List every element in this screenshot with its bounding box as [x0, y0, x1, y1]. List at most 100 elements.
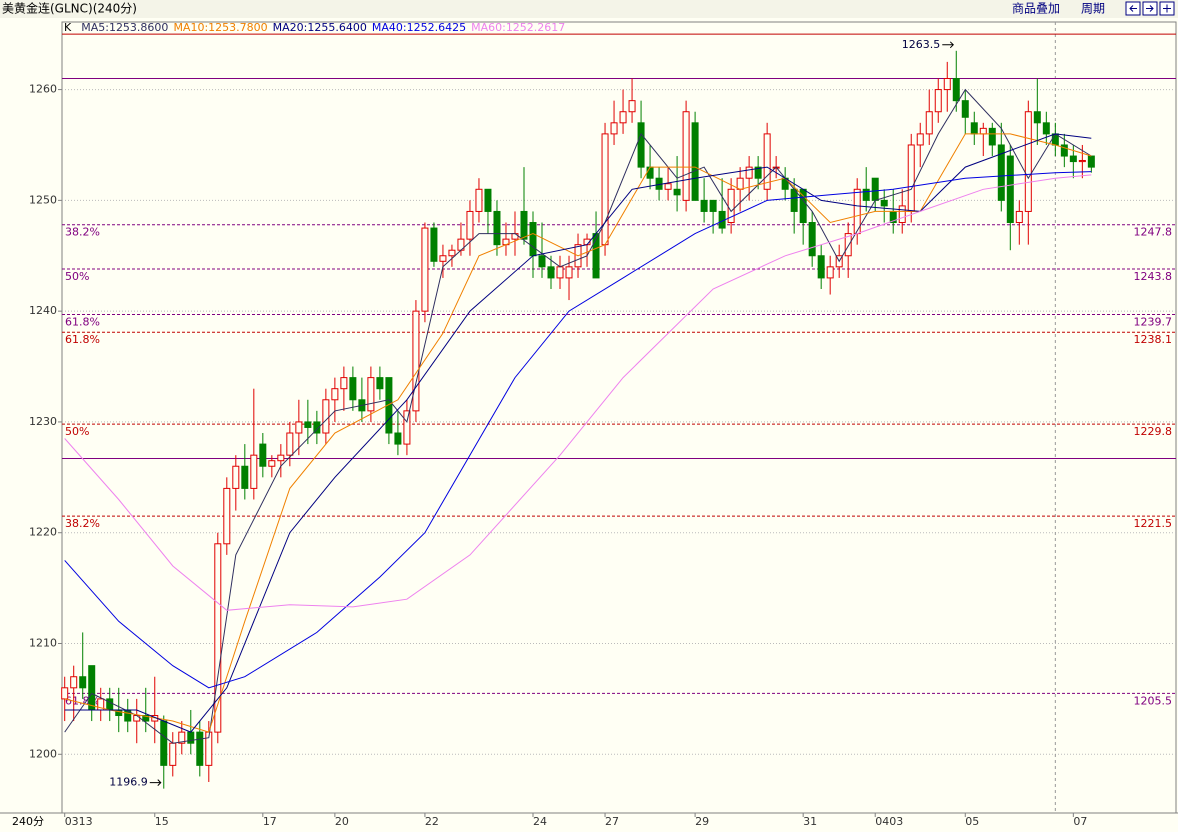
- candle-body: [421, 227, 429, 312]
- candle-body: [1024, 111, 1032, 212]
- candle-body: [142, 715, 150, 722]
- ma-line: [64, 174, 1092, 611]
- y-tick-label: 1240: [29, 304, 57, 317]
- candle-body: [385, 377, 393, 434]
- candle-body: [556, 266, 564, 279]
- candle-body: [367, 377, 375, 412]
- nav-buttons[interactable]: [1125, 1, 1175, 16]
- candle-body: [916, 133, 924, 146]
- candle-body: [1069, 155, 1077, 163]
- candle-body: [592, 233, 600, 279]
- fib-label: 50%: [65, 270, 89, 283]
- candle-body: [538, 255, 546, 268]
- x-tick-label: 0313: [65, 815, 93, 828]
- legend-entry: MA5:1253.8600: [81, 21, 168, 34]
- x-tick-label: 31: [803, 815, 817, 828]
- period-button[interactable]: 周期: [1081, 2, 1105, 16]
- candle-body: [565, 266, 573, 279]
- x-tick-label: 07: [1073, 815, 1087, 828]
- candle-body: [646, 166, 654, 179]
- candle-body: [61, 687, 69, 700]
- candle-body: [691, 122, 699, 201]
- candle-body: [925, 111, 933, 135]
- ma-line: [64, 133, 1092, 733]
- candle-body: [1060, 144, 1068, 157]
- candle-body: [1006, 155, 1014, 224]
- candle-body: [196, 731, 204, 766]
- candle-body: [241, 465, 249, 489]
- annotation: 1196.9: [109, 776, 148, 789]
- candle-body: [970, 122, 978, 135]
- candle-body: [736, 177, 744, 190]
- candle-body: [934, 89, 942, 113]
- x-tick-label: 15: [155, 815, 169, 828]
- candle-body: [844, 233, 852, 257]
- candle-body: [808, 222, 816, 257]
- candle-body: [277, 454, 285, 462]
- candle-body: [412, 310, 420, 412]
- candle-body: [268, 460, 276, 467]
- candle-body: [511, 233, 519, 240]
- x-tick-label: 24: [533, 815, 547, 828]
- annotation-arrow: [149, 779, 162, 786]
- x-tick-label: 27: [605, 815, 619, 828]
- candle-body: [880, 199, 888, 207]
- candle-body: [484, 188, 492, 212]
- candle-body: [448, 249, 456, 257]
- candle-body: [601, 133, 609, 246]
- annotation: 1263.5: [902, 38, 941, 51]
- fib-label: 61.8%: [65, 333, 100, 346]
- fib-label: 38.2%: [65, 226, 100, 239]
- candle-body: [286, 432, 294, 456]
- candle-body: [520, 210, 528, 240]
- candle-body: [169, 742, 177, 766]
- legend-entry: MA20:1255.6400: [273, 21, 367, 34]
- y-tick-label: 1200: [29, 747, 57, 760]
- candle-body: [745, 166, 753, 179]
- candle-body: [1042, 122, 1050, 135]
- x-tick-label: 17: [263, 815, 277, 828]
- candle-body: [637, 122, 645, 168]
- fib-label: 61.8%: [65, 315, 100, 328]
- fib-value: 1205.5: [1134, 694, 1173, 707]
- ma-line: [64, 171, 1092, 689]
- candle-body: [826, 266, 834, 279]
- candle-body: [700, 199, 708, 212]
- fib-value: 1243.8: [1134, 270, 1173, 283]
- candle-body: [394, 432, 402, 445]
- candle-body: [259, 443, 267, 467]
- overlay-button[interactable]: 商品叠加: [1012, 1, 1060, 16]
- candle-body: [331, 388, 339, 401]
- y-tick-label: 1220: [29, 526, 57, 539]
- fib-label: 38.2%: [65, 517, 100, 530]
- fib-value: 1238.1: [1134, 333, 1173, 346]
- candle-body: [961, 100, 969, 118]
- candle-body: [178, 731, 186, 744]
- candle-body: [979, 127, 987, 135]
- candle-body: [628, 100, 636, 113]
- candle-body: [223, 487, 231, 545]
- candle-body: [439, 255, 447, 262]
- candle-body: [430, 227, 438, 262]
- candle-body: [817, 255, 825, 279]
- candle-body: [88, 665, 96, 711]
- candle-body: [376, 377, 384, 390]
- candle-body: [763, 133, 771, 190]
- candle-body: [187, 731, 195, 744]
- legend-entry: MA10:1253.7800: [173, 21, 267, 34]
- candle-body: [871, 177, 879, 201]
- candle-body: [1078, 159, 1086, 163]
- candle-body: [1087, 155, 1095, 168]
- x-tick-label: 22: [425, 815, 439, 828]
- x-tick-label: 0403: [875, 815, 903, 828]
- fib-value: 1221.5: [1134, 517, 1173, 530]
- candle-body: [232, 465, 240, 489]
- candle-body: [709, 199, 717, 212]
- candle-body: [529, 222, 537, 257]
- candle-body: [664, 183, 672, 190]
- legend-entry: MA40:1252.6425: [372, 21, 466, 34]
- candle-body: [403, 410, 411, 445]
- candle-body: [988, 127, 996, 146]
- candle-body: [754, 166, 762, 179]
